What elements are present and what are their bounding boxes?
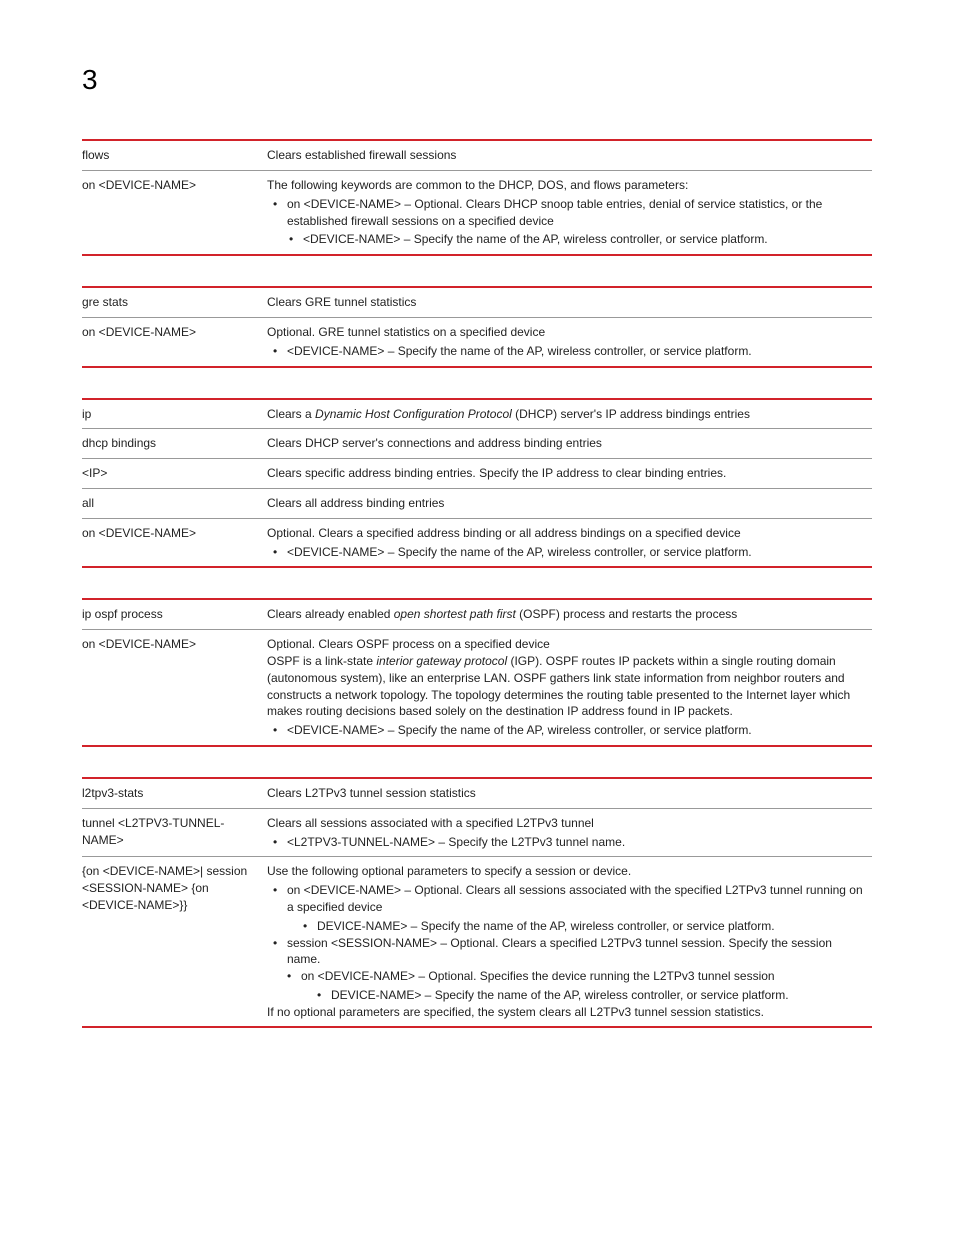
bullet-list-nested: DEVICE-NAME> – Specify the name of the A… <box>301 987 868 1004</box>
bullet-item: <DEVICE-NAME> – Specify the name of the … <box>287 544 868 561</box>
bullet-list-nested: DEVICE-NAME> – Specify the name of the A… <box>287 918 868 935</box>
table-row: ipClears a Dynamic Host Configuration Pr… <box>82 399 872 429</box>
parameter-name: gre stats <box>82 287 267 317</box>
description-intro: Optional. GRE tunnel statistics on a spe… <box>267 324 868 341</box>
table-row: tunnel <L2TPV3-TUNNEL-NAME>Clears all se… <box>82 808 872 857</box>
bullet-item: DEVICE-NAME> – Specify the name of the A… <box>331 987 868 1004</box>
table-row: l2tpv3-statsClears L2TPv3 tunnel session… <box>82 778 872 808</box>
table-row: on <DEVICE-NAME>Optional. Clears OSPF pr… <box>82 630 872 746</box>
parameter-name: on <DEVICE-NAME> <box>82 518 267 567</box>
table-row: allClears all address binding entries <box>82 488 872 518</box>
bullet-list: <L2TPV3-TUNNEL-NAME> – Specify the L2TPv… <box>267 834 868 851</box>
reference-table: l2tpv3-statsClears L2TPv3 tunnel session… <box>82 777 872 1029</box>
parameter-description: Clears a Dynamic Host Configuration Prot… <box>267 399 872 429</box>
bullet-item: on <DEVICE-NAME> – Optional. Clears DHCP… <box>287 196 868 230</box>
description-intro: Use the following optional parameters to… <box>267 863 868 880</box>
table-row: flowsClears established firewall session… <box>82 140 872 170</box>
bullet-item: session <SESSION-NAME> – Optional. Clear… <box>287 935 868 969</box>
description-intro: The following keywords are common to the… <box>267 177 868 194</box>
table-row: <IP>Clears specific address binding entr… <box>82 459 872 489</box>
description-intro: Optional. Clears a specified address bin… <box>267 525 868 542</box>
bullet-item: <DEVICE-NAME> – Specify the name of the … <box>303 231 868 248</box>
tables-container: flowsClears established firewall session… <box>82 139 872 1028</box>
table-row: on <DEVICE-NAME>The following keywords a… <box>82 170 872 255</box>
parameter-name: {on <DEVICE-NAME>| session <SESSION-NAME… <box>82 857 267 1028</box>
bullet-list: <DEVICE-NAME> – Specify the name of the … <box>267 544 868 561</box>
parameter-name: ip ospf process <box>82 599 267 629</box>
table-row: dhcp bindingsClears DHCP server's connec… <box>82 429 872 459</box>
reference-table: gre statsClears GRE tunnel statisticson … <box>82 286 872 367</box>
parameter-description: Clears DHCP server's connections and add… <box>267 429 872 459</box>
parameter-name: tunnel <L2TPV3-TUNNEL-NAME> <box>82 808 267 857</box>
parameter-description: Clears already enabled open shortest pat… <box>267 599 872 629</box>
parameter-description: Optional. Clears a specified address bin… <box>267 518 872 567</box>
parameter-description: Clears established firewall sessions <box>267 140 872 170</box>
parameter-description: Clears GRE tunnel statistics <box>267 287 872 317</box>
bullet-item: <L2TPV3-TUNNEL-NAME> – Specify the L2TPv… <box>287 834 868 851</box>
description-paragraph: OSPF is a link-state interior gateway pr… <box>267 653 868 720</box>
bullet-item: <DEVICE-NAME> – Specify the name of the … <box>287 722 868 739</box>
parameter-description: Clears all address binding entries <box>267 488 872 518</box>
parameter-name: dhcp bindings <box>82 429 267 459</box>
parameter-description: Clears specific address binding entries.… <box>267 459 872 489</box>
parameter-description: Clears L2TPv3 tunnel session statistics <box>267 778 872 808</box>
parameter-name: on <DEVICE-NAME> <box>82 630 267 746</box>
parameter-name: all <box>82 488 267 518</box>
parameter-name: on <DEVICE-NAME> <box>82 317 267 366</box>
bullet-item: on <DEVICE-NAME> – Optional. Specifies t… <box>301 968 868 1004</box>
parameter-description: Optional. GRE tunnel statistics on a spe… <box>267 317 872 366</box>
bullet-item: on <DEVICE-NAME> – Optional. Clears all … <box>287 882 868 934</box>
reference-table: ip ospf processClears already enabled op… <box>82 598 872 747</box>
parameter-description: Clears all sessions associated with a sp… <box>267 808 872 857</box>
parameter-description: The following keywords are common to the… <box>267 170 872 255</box>
table-row: ip ospf processClears already enabled op… <box>82 599 872 629</box>
description-intro: Optional. Clears OSPF process on a speci… <box>267 636 868 653</box>
description-intro: Clears all sessions associated with a sp… <box>267 815 868 832</box>
bullet-list: on <DEVICE-NAME> – Optional. Clears DHCP… <box>267 196 868 230</box>
parameter-name: l2tpv3-stats <box>82 778 267 808</box>
bullet-list: on <DEVICE-NAME> – Optional. Clears all … <box>267 882 868 1004</box>
chapter-number: 3 <box>82 60 872 99</box>
parameter-name: ip <box>82 399 267 429</box>
description-tail: If no optional parameters are specified,… <box>267 1004 868 1021</box>
bullet-list: <DEVICE-NAME> – Specify the name of the … <box>267 343 868 360</box>
bullet-item: <DEVICE-NAME> – Specify the name of the … <box>287 343 868 360</box>
table-row: {on <DEVICE-NAME>| session <SESSION-NAME… <box>82 857 872 1028</box>
reference-table: ipClears a Dynamic Host Configuration Pr… <box>82 398 872 569</box>
parameter-name: on <DEVICE-NAME> <box>82 170 267 255</box>
table-row: on <DEVICE-NAME>Optional. Clears a speci… <box>82 518 872 567</box>
parameter-description: Optional. Clears OSPF process on a speci… <box>267 630 872 746</box>
table-row: on <DEVICE-NAME>Optional. GRE tunnel sta… <box>82 317 872 366</box>
reference-table: flowsClears established firewall session… <box>82 139 872 256</box>
parameter-description: Use the following optional parameters to… <box>267 857 872 1028</box>
parameter-name: flows <box>82 140 267 170</box>
bullet-list: <DEVICE-NAME> – Specify the name of the … <box>267 722 868 739</box>
bullet-item: DEVICE-NAME> – Specify the name of the A… <box>317 918 868 935</box>
table-row: gre statsClears GRE tunnel statistics <box>82 287 872 317</box>
bullet-list-nested: <DEVICE-NAME> – Specify the name of the … <box>267 231 868 248</box>
parameter-name: <IP> <box>82 459 267 489</box>
